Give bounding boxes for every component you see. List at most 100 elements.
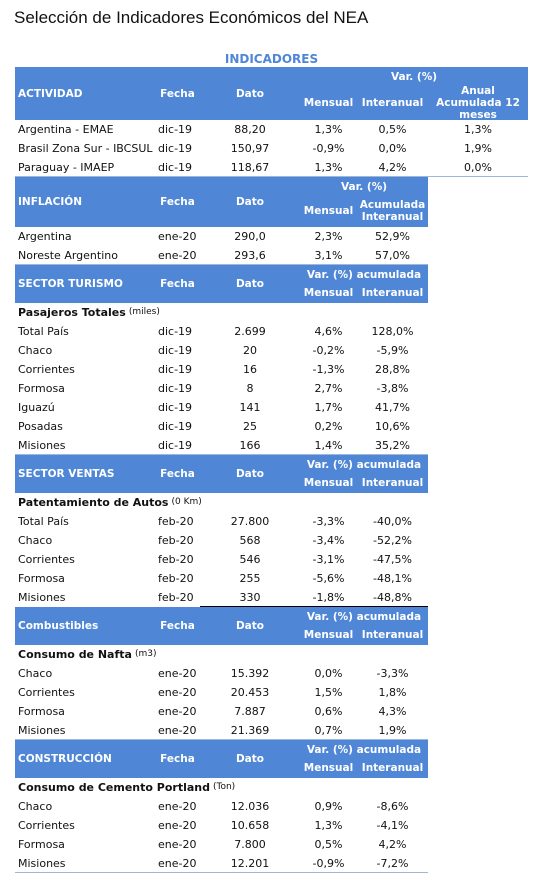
cell: ene-20 bbox=[158, 667, 197, 680]
subtitle-unit: (m3) bbox=[134, 649, 157, 659]
header-label: INFLACIÓN bbox=[18, 196, 83, 208]
cell: dic-19 bbox=[158, 382, 193, 395]
header-col: Interanual bbox=[361, 762, 424, 774]
row-label: Misiones bbox=[18, 591, 66, 604]
header-label: SECTOR TURISMO bbox=[18, 278, 123, 290]
cell: ene-20 bbox=[158, 857, 197, 870]
row-label: Corrientes bbox=[18, 686, 75, 699]
cell: 1,4% bbox=[314, 439, 343, 452]
cell: -0,9% bbox=[312, 142, 345, 155]
header-col: Interanual bbox=[361, 96, 424, 109]
cell: 28,8% bbox=[375, 363, 410, 376]
cell: 0,5% bbox=[378, 123, 407, 136]
row-label: Corrientes bbox=[18, 819, 75, 832]
cell: 546 bbox=[239, 553, 261, 566]
cell: 20 bbox=[243, 344, 257, 357]
row-label: Formosa bbox=[18, 572, 65, 585]
header-label: ACTIVIDAD bbox=[18, 87, 83, 100]
row-label: Formosa bbox=[18, 705, 65, 718]
row-label: Chaco bbox=[18, 800, 53, 813]
cell: 16 bbox=[243, 363, 257, 376]
cell: 0,9% bbox=[314, 800, 343, 813]
cell: 3,1% bbox=[314, 249, 343, 262]
cell: -3,3% bbox=[376, 667, 409, 680]
header-dato: Dato bbox=[235, 468, 265, 480]
row-label: Chaco bbox=[18, 667, 53, 680]
cell: 20.453 bbox=[230, 686, 270, 699]
cell: 4,3% bbox=[378, 705, 407, 718]
header-dato: Dato bbox=[235, 753, 265, 765]
cell: -3,3% bbox=[312, 515, 345, 528]
cell: -5,6% bbox=[312, 572, 345, 585]
cell: -40,0% bbox=[373, 515, 412, 528]
cell: 15.392 bbox=[230, 667, 270, 680]
cell: 255 bbox=[239, 572, 261, 585]
cell: -5,9% bbox=[376, 344, 409, 357]
header-fecha: Fecha bbox=[160, 87, 195, 100]
header-col: Acumulada Interanual bbox=[359, 199, 426, 223]
header-dato: Dato bbox=[235, 196, 265, 208]
header-label: Combustibles bbox=[18, 620, 99, 632]
cell: 0,5% bbox=[314, 838, 343, 851]
row-label: Noreste Argentino bbox=[18, 249, 118, 262]
banner: INDICADORES bbox=[224, 52, 319, 66]
cell: 2,3% bbox=[314, 230, 343, 243]
subtitle-unit: (0 Km) bbox=[171, 497, 202, 507]
cell: 12.036 bbox=[230, 800, 270, 813]
header-col: Mensual bbox=[303, 287, 354, 299]
cell: feb-20 bbox=[158, 515, 194, 528]
cell: dic-19 bbox=[158, 363, 193, 376]
cell: 25 bbox=[243, 420, 257, 433]
header-label: CONSTRUCCIÓN bbox=[18, 753, 112, 765]
header-col: Interanual bbox=[361, 287, 424, 299]
cell: 7.887 bbox=[234, 705, 266, 718]
header-group: Var. (%) bbox=[340, 181, 388, 193]
cell: 10,6% bbox=[375, 420, 410, 433]
header-col: Mensual bbox=[303, 629, 354, 641]
cell: dic-19 bbox=[158, 123, 193, 136]
page-title: Selección de Indicadores Económicos del … bbox=[14, 8, 369, 27]
section-rule bbox=[15, 454, 428, 455]
cell: ene-20 bbox=[158, 705, 197, 718]
subtitle: Patentamiento de Autos bbox=[18, 496, 169, 509]
cell: feb-20 bbox=[158, 553, 194, 566]
header-dato: Dato bbox=[235, 87, 265, 100]
cell: ene-20 bbox=[158, 838, 197, 851]
header-col: Anual Acumulada 12 meses bbox=[436, 84, 520, 121]
cell: 8 bbox=[246, 382, 254, 395]
cell: -7,2% bbox=[376, 857, 409, 870]
section-rule bbox=[15, 872, 428, 873]
cell: 0,2% bbox=[314, 420, 343, 433]
header-col: Mensual bbox=[303, 477, 354, 489]
cell: dic-19 bbox=[158, 161, 193, 174]
subtitle: Pasajeros Totales bbox=[18, 306, 126, 319]
row-label: Posadas bbox=[18, 420, 63, 433]
subtitle-unit: (miles) bbox=[128, 307, 160, 317]
cell: 4,6% bbox=[314, 325, 343, 338]
cell: dic-19 bbox=[158, 401, 193, 414]
cell: 10.658 bbox=[230, 819, 270, 832]
cell: 141 bbox=[239, 401, 261, 414]
section-header bbox=[15, 455, 428, 493]
cell: -3,4% bbox=[312, 534, 345, 547]
cell: 41,7% bbox=[375, 401, 410, 414]
cell: -48,8% bbox=[373, 591, 412, 604]
cell: 88,20 bbox=[234, 123, 266, 136]
cell: 166 bbox=[239, 439, 261, 452]
cell: 293,6 bbox=[234, 249, 266, 262]
header-group: Var. (%) acumulada bbox=[306, 744, 422, 756]
header-group: Var. (%) bbox=[390, 71, 438, 83]
cell: -0,2% bbox=[312, 344, 345, 357]
row-label: Iguazú bbox=[18, 401, 55, 414]
cell: 27.800 bbox=[230, 515, 270, 528]
row-label: Misiones bbox=[18, 439, 66, 452]
row-label: Argentina bbox=[18, 230, 72, 243]
cell: 0,6% bbox=[314, 705, 343, 718]
cell: -4,1% bbox=[376, 819, 409, 832]
row-label: Formosa bbox=[18, 838, 65, 851]
cell: 12.201 bbox=[230, 857, 270, 870]
cell: dic-19 bbox=[158, 142, 193, 155]
cell: ene-20 bbox=[158, 230, 197, 243]
cell: 150,97 bbox=[230, 142, 270, 155]
